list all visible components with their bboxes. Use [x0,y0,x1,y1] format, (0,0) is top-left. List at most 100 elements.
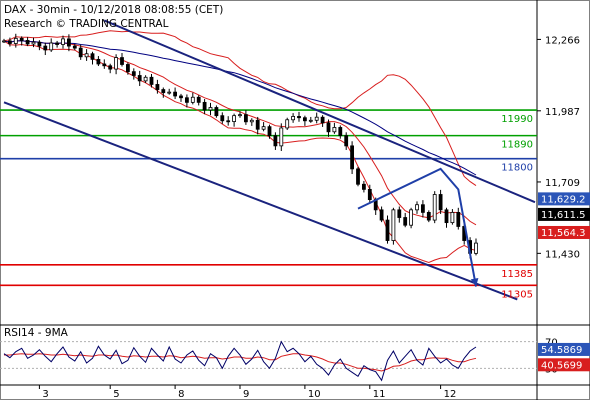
rsi-title: RSI14 - 9MA [4,327,69,339]
x-tick-label: 11 [373,389,386,400]
price-body [208,107,213,111]
price-body [184,97,189,103]
x-tick-label: 8 [178,389,184,400]
price-body [415,204,419,211]
price-body [450,212,455,224]
rsi-panel [0,340,537,382]
price-body [179,95,183,99]
price-body [438,194,443,211]
price-body [161,89,166,94]
price-body [267,126,272,137]
price-body [403,217,408,226]
price-body [255,119,260,130]
price-body [143,76,148,82]
price-body [456,212,461,227]
y-tick-label: 11,430 [545,249,580,260]
price-body [55,42,59,45]
price-body [96,58,101,65]
price-body [238,114,242,117]
price-body [37,41,42,47]
price-body [243,114,248,123]
price-body [361,183,366,190]
price-body [261,126,266,130]
price-tag-box [538,225,590,239]
lower-band [3,40,477,264]
moving-average-long [3,40,477,176]
price-body [13,37,18,44]
level-label-11800: 11800 [501,163,533,174]
price-body [426,212,431,221]
price-body [420,204,425,213]
level-label-11385: 11385 [501,269,533,280]
channel-line [3,101,518,301]
price-body [214,107,219,117]
price-body [279,127,284,147]
price-body [43,45,48,51]
level-label-11305: 11305 [501,289,533,300]
price-body [350,145,355,170]
price-body [114,57,118,70]
price-tag-box [538,192,590,206]
price-body [385,219,390,241]
axes: 12,266 11,987 11,709 11,430 11,629.2 11,611.5… [38,35,590,400]
price-body [397,209,402,218]
rsi-tag-label: 54.5869 [541,345,582,356]
price-body [102,63,107,67]
price-body [474,242,478,254]
price-body [2,40,6,43]
price-body [196,96,201,103]
price-tag-label: 11,611.5 [541,210,586,221]
price-body [226,120,231,123]
rsi-tag-label: 40.5699 [541,360,582,371]
upper-band [3,30,477,187]
price-body [379,209,384,221]
projection-arrowhead [470,277,479,287]
rsi-line [3,340,477,382]
price-body [332,127,337,133]
price-body [444,209,449,224]
price-body [173,91,178,97]
price-body [291,116,296,121]
x-tick-label: 10 [308,389,321,400]
price-body [314,116,319,121]
price-body [19,37,24,41]
price-body [7,40,12,44]
price-body [78,47,83,58]
price-body [285,119,290,129]
y-tick-label: 11,709 [545,178,580,189]
chart-title: DAX - 30min - 10/12/2018 08:08:55 (CET) [4,4,223,16]
projection-path [357,167,477,287]
price-tag-label: 11,564.3 [541,228,586,239]
price-panel [0,19,537,301]
price-body [220,115,225,122]
price-body [297,116,301,119]
price-body [90,53,95,60]
level-label-11990: 11990 [501,114,533,125]
price-body [273,135,278,147]
price-body [108,65,113,70]
price-body [31,41,36,45]
price-body [61,38,65,45]
chart-source: Research © TRADING CENTRAL [4,18,169,30]
price-tag-label: 11,629.2 [541,194,586,205]
rsi-tag-box [538,358,590,372]
price-body [344,135,349,147]
rsi-tag-box [538,342,590,356]
price-body [149,76,154,85]
price-body [391,209,396,241]
price-body [72,45,77,49]
price-body [137,75,142,82]
price-tag-box [538,207,590,221]
price-body [432,194,437,221]
price-body [338,127,343,137]
x-tick-label: 5 [113,389,119,400]
price-body [409,209,414,226]
price-body [190,96,195,103]
price-body [249,119,254,123]
price-body [308,119,313,122]
price-body [120,57,124,65]
level-label-11890: 11890 [501,140,533,151]
